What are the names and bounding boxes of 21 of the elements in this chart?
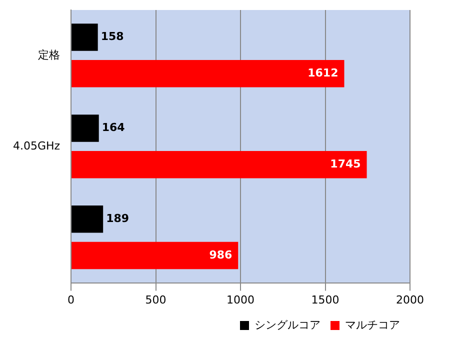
y-tick-label: 定格 [38,48,60,62]
data-label: 1612 [308,66,338,80]
bar [72,114,99,142]
legend-label: シングルコア [254,318,320,332]
legend-label: マルチコア [345,318,400,332]
data-label: 189 [106,212,130,226]
x-tick-label: 1500 [311,293,340,306]
bar [72,242,238,270]
x-tick-label: 0 [68,293,75,306]
bar [72,24,98,51]
bar [72,206,104,233]
x-tick-label: 500 [145,293,166,306]
data-label: 158 [100,30,124,44]
x-tick-label: 2000 [396,293,424,306]
data-label: 986 [209,248,232,262]
bar [72,60,344,88]
x-tick-label: 1000 [226,293,255,306]
data-label: 164 [102,121,126,134]
y-tick-label: 4.05GHz [13,139,60,152]
data-label: 1745 [330,157,361,170]
bar [72,150,367,178]
